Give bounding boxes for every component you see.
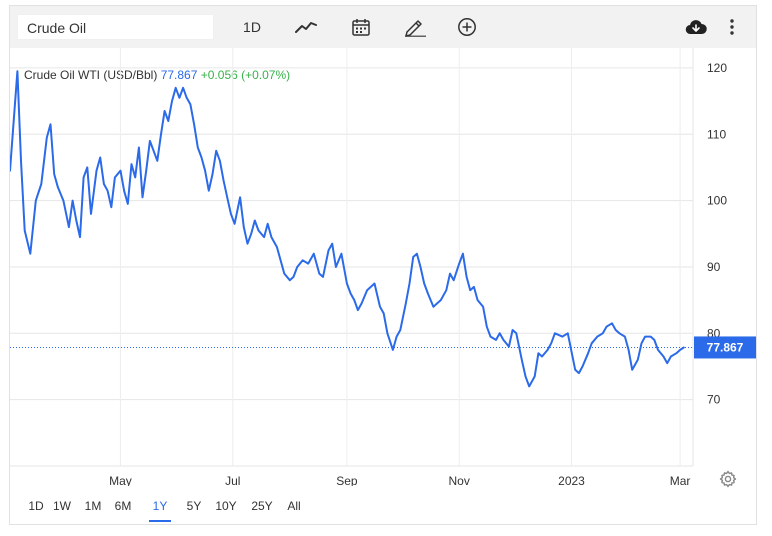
symbol-text: Crude Oil bbox=[27, 20, 87, 36]
calendar-icon bbox=[352, 19, 370, 36]
more-options-button[interactable] bbox=[722, 14, 742, 40]
settings-button[interactable] bbox=[719, 470, 737, 488]
symbol-search-input[interactable]: Crude Oil bbox=[17, 14, 214, 40]
more-vertical-icon bbox=[730, 19, 734, 35]
y-tick-label: 100 bbox=[707, 194, 727, 208]
x-tick-label: Jul bbox=[225, 474, 240, 486]
range-button-5y[interactable]: 5Y bbox=[186, 499, 202, 513]
gear-icon bbox=[719, 470, 737, 488]
legend-series-name: Crude Oil WTI (USD/Bbl) bbox=[24, 68, 158, 82]
interval-button[interactable]: 1D bbox=[243, 19, 261, 35]
chart-legend: Crude Oil WTI (USD/Bbl) 77.867 +0.056 (+… bbox=[24, 68, 290, 82]
series-layer bbox=[10, 70, 685, 388]
range-button-1y[interactable]: 1Y bbox=[149, 496, 171, 522]
y-tick-label: 120 bbox=[707, 61, 727, 75]
chart-toolbar: Crude Oil 1D bbox=[10, 6, 756, 48]
x-tick-label: 2023 bbox=[558, 474, 585, 486]
x-tick-label: May bbox=[109, 474, 132, 486]
range-button-all[interactable]: All bbox=[287, 499, 301, 513]
legend-change: +0.056 (+0.07%) bbox=[200, 68, 291, 82]
range-button-1d[interactable]: 1D bbox=[28, 499, 44, 513]
grid-layer bbox=[10, 48, 694, 467]
add-circle-icon bbox=[458, 18, 476, 36]
line-chart-icon bbox=[295, 22, 317, 33]
cloud-download-icon bbox=[685, 20, 707, 35]
pencil-icon bbox=[405, 20, 426, 37]
range-button-25y[interactable]: 25Y bbox=[251, 499, 273, 513]
last-price-badge bbox=[694, 336, 756, 359]
x-axis: May Jul Sep Nov 2023 Mar bbox=[109, 474, 690, 486]
range-button-1w[interactable]: 1W bbox=[53, 499, 71, 513]
x-tick-label: Nov bbox=[449, 474, 470, 486]
y-tick-label: 90 bbox=[707, 260, 721, 274]
drawing-tools-button[interactable] bbox=[400, 14, 430, 40]
chart-type-button[interactable] bbox=[292, 14, 320, 40]
last-price-layer: 77.867 bbox=[10, 336, 756, 359]
x-tick-label: Sep bbox=[336, 474, 358, 486]
price-line bbox=[10, 70, 685, 388]
add-comparison-button[interactable] bbox=[453, 14, 481, 40]
date-range-button[interactable] bbox=[347, 14, 375, 40]
legend-price: 77.867 bbox=[160, 68, 198, 82]
x-tick-label: Mar bbox=[670, 474, 691, 486]
chart-widget: Crude Oil 1D bbox=[9, 5, 757, 525]
download-button[interactable] bbox=[682, 14, 710, 40]
y-tick-label: 110 bbox=[707, 127, 726, 141]
y-tick-label: 70 bbox=[707, 393, 721, 407]
range-button-1m[interactable]: 1M bbox=[84, 499, 102, 513]
range-button-10y[interactable]: 10Y bbox=[215, 499, 237, 513]
range-button-6m[interactable]: 6M bbox=[114, 499, 132, 513]
last-price-label: 77.867 bbox=[707, 340, 744, 354]
